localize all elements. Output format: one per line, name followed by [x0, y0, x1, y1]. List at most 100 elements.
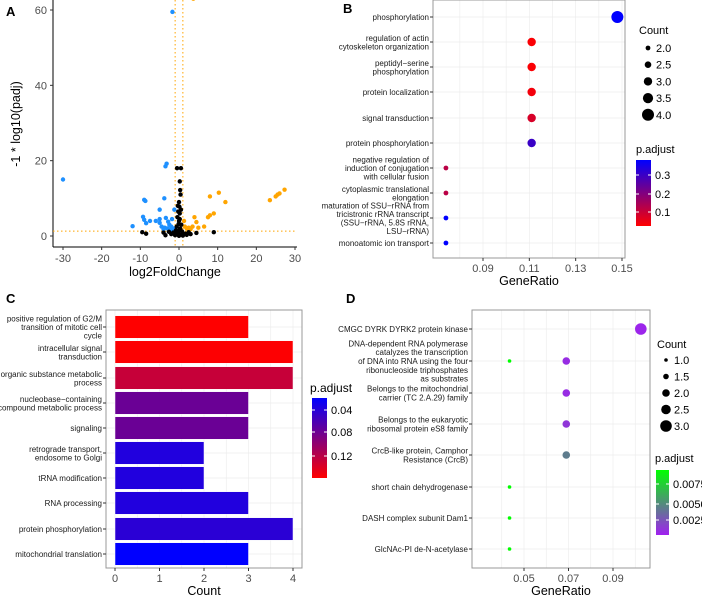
label-line: monoatomic ion transport [339, 239, 430, 248]
bar [114, 340, 294, 364]
category-label: protein phosphorylation [19, 525, 102, 534]
colorbar-label: 0.08 [331, 427, 352, 439]
x-tick-label: 0 [112, 573, 118, 585]
p-adjust-colorbar [312, 398, 327, 478]
plot-panel [433, 0, 625, 258]
x-axis-title: GeneRatio [499, 274, 559, 288]
category-label: regulation of actin cytoskeleton organiza… [339, 34, 429, 52]
count-legend-label: 2.0 [656, 43, 671, 55]
x-axis-title: GeneRatio [531, 584, 591, 595]
count-legend-dot [642, 93, 654, 104]
go-term-dot [443, 165, 449, 171]
point-down [142, 217, 147, 223]
x-tick-label: 3 [245, 573, 251, 585]
point-down [162, 196, 167, 201]
point-ns [177, 204, 182, 209]
bar [114, 441, 205, 465]
count-legend-label: 1.5 [674, 372, 689, 384]
label-line: protein localization [363, 88, 429, 97]
annotation-dot [635, 323, 647, 335]
point-up [216, 190, 222, 195]
y-tick-label: 40 [35, 80, 47, 92]
category-label: maturation of SSU−rRNA from tricistronic … [322, 201, 430, 236]
point-down [143, 198, 148, 204]
x-tick-label: 4 [290, 573, 296, 585]
label-line: GlcNAc-PI de-N-acetylase [375, 545, 469, 554]
point-ns [177, 216, 182, 222]
point-down [163, 215, 169, 221]
point-down [143, 220, 149, 226]
category-label: Belongs to the mitochondrial carrier (TC … [367, 385, 468, 403]
label-line: phosphorylation [373, 13, 429, 22]
count-legend-dot [663, 373, 669, 380]
colorbar-label: 0.2 [655, 189, 670, 201]
point-up [277, 191, 282, 196]
go-term-dot [443, 190, 449, 196]
go-term-dot [443, 215, 449, 221]
label-line: process [74, 378, 102, 387]
point-up [194, 219, 199, 225]
point-down [157, 220, 162, 226]
x-tick-label: 0.15 [611, 263, 632, 275]
colorbar-label: 0.12 [331, 451, 352, 463]
label-line: maturation of SSU−rRNA from [322, 201, 430, 210]
label-line: CMGC DYRK DYRK2 protein kinase [338, 325, 468, 334]
label-line: negative regulation of [353, 156, 430, 165]
panel-d-annotation-dotplot: D CMGC DYRK DYRK2 protein kinase DNA-depen… [338, 291, 702, 595]
bar [114, 517, 294, 541]
x-tick-label: 0.09 [472, 263, 493, 275]
point-down [161, 227, 166, 232]
point-down [172, 207, 177, 212]
point-down [157, 207, 162, 212]
category-label: intracellular signal transduction [38, 344, 102, 362]
point-up [282, 187, 287, 192]
point-up [191, 0, 196, 1]
label-line: carrier (TC 2.A.29) family [379, 393, 468, 402]
point-ns [143, 231, 149, 236]
count-legend-dot [644, 61, 652, 68]
point-down [169, 216, 175, 222]
point-down [157, 216, 162, 222]
count-legend-label: 2.5 [656, 60, 671, 72]
label-line: organic substance metabolic [1, 370, 102, 379]
go-term-dot [527, 113, 536, 123]
category-label: short chain dehydrogenase [371, 483, 468, 492]
point-ns [174, 231, 179, 236]
label-line: ribonucleoside triphosphates [366, 366, 468, 375]
label-line: tricistronic rRNA transcript [337, 210, 430, 219]
label-line: tRNA modification [38, 474, 102, 483]
bar [114, 491, 249, 515]
go-term-dot [527, 62, 536, 72]
colorbar-label: 0.0025 [673, 515, 702, 527]
label-line: mitochondrial translation [15, 550, 102, 559]
x-tick-label: 30 [289, 253, 301, 265]
label-line: elongation [392, 193, 429, 202]
x-tick-label: 2 [201, 573, 207, 585]
count-legend-label: 3.0 [674, 421, 689, 433]
point-up [182, 224, 187, 229]
x-tick-label: 0.11 [519, 263, 540, 275]
category-label: negative regulation of induction of conju… [345, 156, 430, 182]
x-tick-label: -30 [55, 253, 71, 265]
go-term-dot [443, 240, 449, 246]
count-legend-label: 2.5 [674, 405, 689, 417]
label-line: Resistance (CrcB) [403, 455, 468, 464]
y-axis-title: -1 * log10(padj) [9, 81, 23, 166]
category-label: protein localization [363, 88, 429, 97]
plot-panel [472, 310, 650, 568]
label-line: cycle [84, 332, 103, 341]
label-line: ribosomal protein eS8 family [367, 424, 468, 433]
count-legend-title: Count [657, 339, 686, 351]
label-line: cytoplasmic translational [342, 185, 429, 194]
point-up [267, 198, 273, 203]
panel-a-volcano: A -30 -20 -10 0 10 20 30 0 20 40 60 log2FoldChange -1… [6, 0, 301, 279]
count-legend-label: 4.0 [656, 110, 671, 122]
x-axis-title: log2FoldChange [129, 265, 221, 279]
category-label: Belongs to the eukaryotic ribosomal prote… [367, 416, 468, 434]
category-label: signal transduction [362, 114, 429, 123]
label-line: intracellular signal [38, 344, 102, 353]
colorbar-label: 0.04 [331, 405, 352, 417]
point-ns [178, 166, 184, 171]
